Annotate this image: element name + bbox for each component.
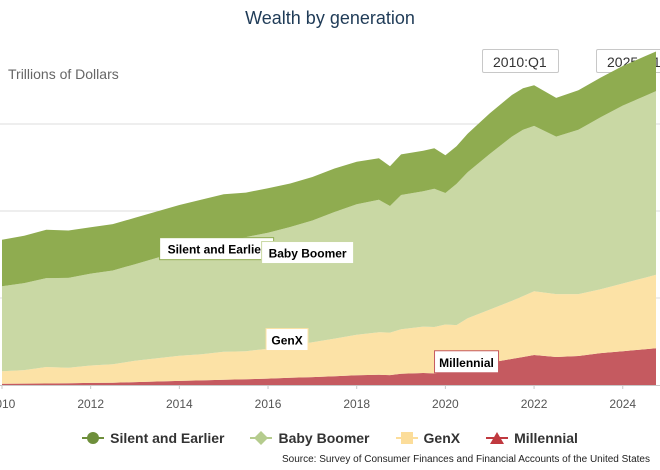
legend-label: GenX xyxy=(423,430,461,446)
series-label-text: Silent and Earlier xyxy=(168,243,266,257)
series-label-box xyxy=(265,328,309,352)
chart-title: Wealth by generation xyxy=(245,8,415,28)
x-tick-label: 2016 xyxy=(255,397,282,411)
legend-marker xyxy=(400,432,413,444)
legend-label: Millennial xyxy=(514,430,578,446)
legend-marker xyxy=(87,432,100,444)
series-label-text: Millennial xyxy=(439,356,494,370)
series-label-silent-and-earlier: Silent and Earlier xyxy=(159,237,275,261)
legend-item-genx[interactable]: GenX xyxy=(395,430,461,446)
series-label-genx: GenX xyxy=(265,328,309,352)
legend-item-millennial[interactable]: Millennial xyxy=(486,430,578,446)
series-label-millennial: Millennial xyxy=(434,350,500,374)
area-series-baby-boomer xyxy=(2,91,656,372)
x-tick-2024: 2024 xyxy=(609,385,636,411)
series-label-baby-boomer: Baby Boomer xyxy=(261,241,355,265)
legend-item-silent-and-earlier[interactable]: Silent and Earlier xyxy=(82,430,224,446)
x-tick-label: 2024 xyxy=(609,397,636,411)
series-label-text: GenX xyxy=(271,334,302,348)
legend-marker xyxy=(490,432,505,444)
x-tick-label: 2018 xyxy=(343,397,370,411)
area-series-millennial xyxy=(2,348,656,385)
series-label-text: Baby Boomer xyxy=(269,247,347,261)
chart-legend: Silent and Earlier Baby Boomer GenX Millenn… xyxy=(0,430,660,446)
x-tick-label: 2020 xyxy=(432,397,459,411)
x-tick-label: 2010 xyxy=(0,397,16,411)
legend-symbol-square-icon xyxy=(395,432,418,444)
x-tick-2018: 2018 xyxy=(343,385,370,411)
x-tick-2012: 2012 xyxy=(77,385,104,411)
legend-label: Silent and Earlier xyxy=(110,430,225,446)
x-tick-2010: 2010 xyxy=(0,385,16,411)
series-label-box xyxy=(261,241,355,265)
area-series-silent-and-earlier xyxy=(2,51,656,287)
x-tick-label: 2012 xyxy=(77,397,104,411)
x-tick-label: 2022 xyxy=(521,397,548,411)
series-label-box xyxy=(434,350,500,374)
legend-symbol-triangle-icon xyxy=(486,432,509,444)
legend-marker xyxy=(254,431,269,445)
legend-label: Baby Boomer xyxy=(278,430,370,446)
x-tick-2022: 2022 xyxy=(521,385,548,411)
legend-symbol-diamond-icon xyxy=(250,431,273,445)
range-start-input[interactable]: 2010:Q1 xyxy=(482,49,559,73)
x-tick-label: 2014 xyxy=(166,397,193,411)
x-tick-2016: 2016 xyxy=(255,385,282,411)
x-tick-2020: 2020 xyxy=(432,385,459,411)
legend-item-baby-boomer[interactable]: Baby Boomer xyxy=(250,430,370,446)
chart-plot-area: 2010 2012 2014 2016 2018 2020 2022 2024 Silent a… xyxy=(0,51,660,411)
legend-symbol-circle-icon xyxy=(82,432,105,444)
y-axis-unit-label: Trillions of Dollars xyxy=(8,66,119,82)
source-note: Source: Survey of Consumer Finances and … xyxy=(282,454,650,465)
x-tick-2014: 2014 xyxy=(166,385,193,411)
